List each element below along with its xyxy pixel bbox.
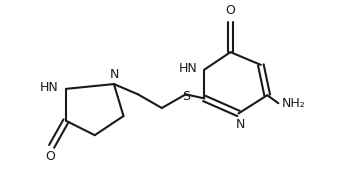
Text: S: S xyxy=(182,90,190,103)
Text: O: O xyxy=(226,4,235,17)
Text: O: O xyxy=(46,150,56,163)
Text: N: N xyxy=(235,118,245,131)
Text: N: N xyxy=(110,68,119,81)
Text: HN: HN xyxy=(39,81,58,94)
Text: NH₂: NH₂ xyxy=(282,97,306,110)
Text: HN: HN xyxy=(179,62,197,75)
